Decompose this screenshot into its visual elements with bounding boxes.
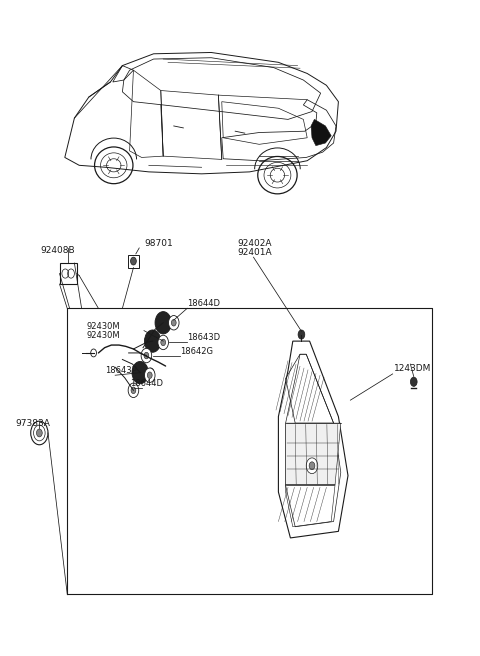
Circle shape [141,348,152,363]
Bar [128,255,139,268]
Text: 92401A: 92401A [238,248,272,257]
Circle shape [144,352,149,359]
Text: 18644D: 18644D [130,379,163,388]
Text: 92408B: 92408B [41,245,75,255]
Text: 92402A: 92402A [238,239,272,248]
Circle shape [144,368,155,382]
Text: 1243DM: 1243DM [394,363,431,373]
Text: 18642G: 18642G [180,346,213,356]
Circle shape [147,372,152,379]
Text: 97383A: 97383A [15,419,50,428]
Circle shape [161,339,166,346]
Circle shape [155,312,171,334]
Text: 18643D: 18643D [187,333,220,342]
Circle shape [147,368,154,377]
Circle shape [158,335,168,350]
Circle shape [144,330,161,352]
Circle shape [131,387,136,394]
Text: 92430M: 92430M [86,331,120,340]
Circle shape [132,361,148,384]
Circle shape [410,377,417,386]
Circle shape [306,458,318,474]
Text: 18643P: 18643P [105,366,136,375]
Text: 18644D: 18644D [187,299,220,308]
Circle shape [36,429,42,437]
Bar [60,263,77,284]
Circle shape [160,337,167,346]
Circle shape [298,330,305,339]
Circle shape [131,257,136,265]
Circle shape [309,462,315,470]
Text: 98701: 98701 [144,239,173,248]
Circle shape [168,316,179,330]
Text: 92430M: 92430M [86,321,120,331]
Circle shape [171,319,176,326]
Polygon shape [286,423,341,485]
Circle shape [170,318,177,327]
Polygon shape [311,119,331,146]
Circle shape [128,383,139,398]
